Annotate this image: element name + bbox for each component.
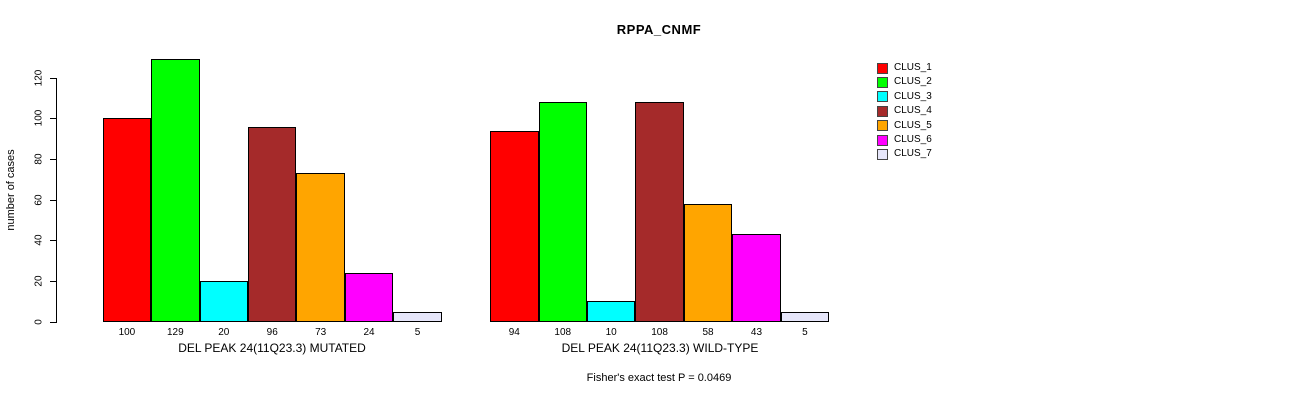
legend-swatch-clus_1 — [877, 62, 888, 74]
legend-label-clus_1: CLUS_1 — [894, 62, 932, 73]
y-axis-tick — [50, 199, 56, 201]
y-axis-tick-label: 20 — [33, 275, 45, 287]
y-axis-tick — [50, 321, 56, 323]
bar-clus_2 — [151, 59, 200, 322]
bar-clus_7 — [393, 311, 442, 322]
bar-clus_5 — [296, 173, 345, 322]
group-label-mutated: DEL PEAK 24(11Q23.3) MUTATED — [178, 341, 366, 355]
bar-value-label: 94 — [508, 327, 520, 338]
legend-label-clus_2: CLUS_2 — [894, 76, 932, 88]
y-axis-tick — [50, 240, 56, 242]
bar-value-label: 129 — [167, 327, 184, 338]
y-axis-tick — [50, 159, 56, 161]
bar-value-label: 96 — [266, 327, 278, 338]
bar-value-label: 108 — [651, 327, 668, 338]
legend-swatch-clus_2 — [877, 76, 888, 88]
y-axis-tick-label: 0 — [33, 318, 45, 325]
bar-clus_4 — [635, 102, 684, 322]
bar-value-label: 108 — [554, 327, 572, 338]
legend-swatch-clus_5 — [877, 120, 888, 132]
legend-swatch-clus_7 — [877, 148, 888, 160]
bar-clus_1 — [490, 130, 539, 322]
bar-value-label: 5 — [802, 327, 808, 338]
y-axis-tick-label: 60 — [33, 194, 45, 206]
y-axis-tick — [50, 281, 56, 283]
y-axis-tick-label: 100 — [33, 110, 45, 127]
bar-clus_2 — [538, 102, 587, 322]
bar-value-label: 5 — [414, 327, 421, 338]
legend-swatch-clus_3 — [877, 91, 888, 103]
legend-label-clus_3: CLUS_3 — [894, 90, 932, 102]
legend-label-clus_5: CLUS_5 — [894, 119, 932, 131]
y-axis-tick-label: 40 — [33, 234, 45, 246]
y-axis-title: number of cases — [5, 149, 17, 231]
bar-value-label: 10 — [605, 327, 617, 338]
fisher-test-annotation: Fisher's exact test P = 0.0469 — [586, 372, 732, 384]
bar-value-label: 20 — [218, 327, 230, 338]
bar-value-label: 100 — [118, 327, 136, 338]
legend-swatch-clus_6 — [877, 134, 888, 146]
bar-value-label: 58 — [702, 327, 714, 338]
y-axis-tick — [50, 77, 56, 79]
legend-label-clus_6: CLUS_6 — [894, 134, 932, 145]
bar-clus_6 — [732, 234, 781, 322]
y-axis-tick-label: 80 — [33, 153, 45, 165]
group-label-wildtype: DEL PEAK 24(11Q23.3) WILD-TYPE — [561, 341, 759, 355]
bar-clus_6 — [344, 272, 394, 322]
bar-clus_5 — [683, 203, 733, 322]
bar-value-label: 73 — [315, 327, 327, 338]
y-axis-line — [56, 77, 57, 323]
y-axis-tick — [50, 118, 56, 120]
bar-clus_7 — [780, 311, 830, 322]
legend-swatch-clus_4 — [877, 105, 888, 117]
bar-clus_1 — [102, 118, 152, 322]
legend-label-clus_4: CLUS_4 — [894, 105, 932, 117]
bar-clus_4 — [247, 126, 297, 322]
legend-label-clus_7: CLUS_7 — [894, 148, 932, 160]
bar-value-label: 24 — [363, 327, 375, 338]
bar-value-label: 43 — [750, 327, 763, 338]
bar-clus_3 — [199, 281, 248, 322]
chart-title: RPPA_CNMF — [616, 22, 702, 37]
y-axis-tick-label: 120 — [33, 69, 45, 87]
bar-clus_3 — [586, 301, 636, 322]
